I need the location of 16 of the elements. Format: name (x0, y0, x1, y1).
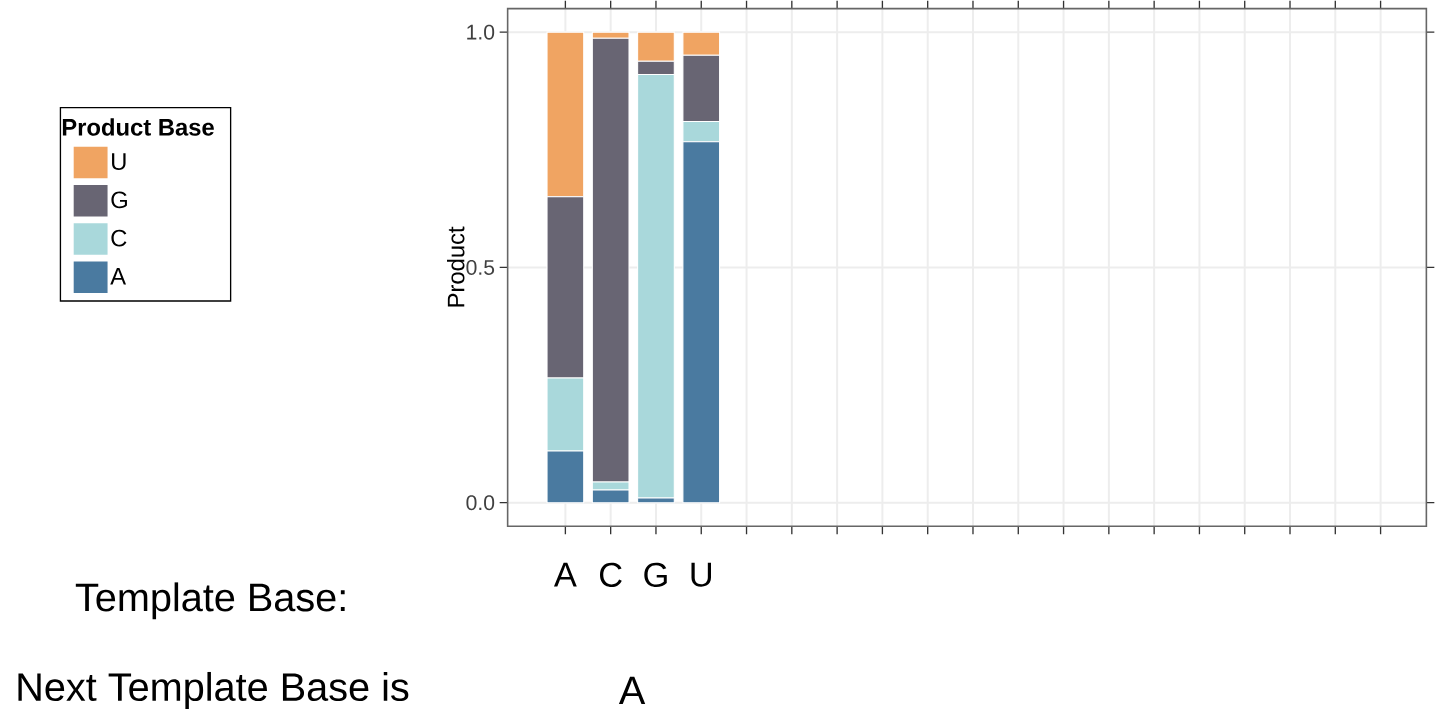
y-axis-title: Product (447, 226, 465, 307)
text: Template Base: (75, 582, 345, 620)
y-tick-label: 0.5 (466, 259, 495, 275)
y-tick-label: 1.0 (467, 24, 495, 40)
x-tick-label: C (600, 562, 622, 587)
legend-label: G (111, 191, 127, 209)
x-tick-label: U (691, 562, 711, 587)
legend-label: C (111, 229, 127, 247)
x-tick-label: G (644, 562, 667, 587)
x-tick-label: A (553, 562, 577, 587)
legend-title: Product Base (62, 118, 214, 136)
legend-label: U (112, 153, 126, 170)
y-tick-label: 0.0 (466, 495, 495, 511)
text: A (618, 676, 646, 704)
legend-label: A (110, 267, 127, 285)
text: Next Template Base is (18, 671, 409, 709)
